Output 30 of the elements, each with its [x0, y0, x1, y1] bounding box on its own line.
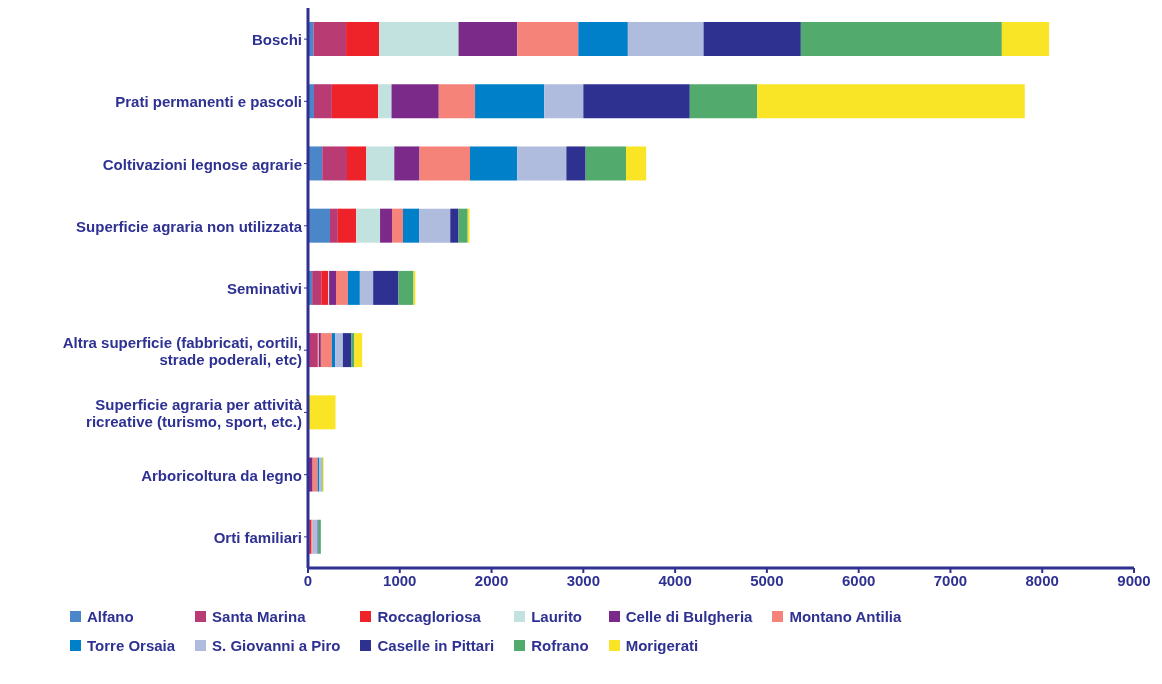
y-tick-label: Altra superficie (fabbricati, cortili, strade poderali, etc) [62, 333, 302, 368]
x-tick-label: 7000 [933, 571, 968, 589]
legend-label: Celle di Bulgheria [625, 608, 753, 625]
legend-label: Caselle in Pittari [377, 637, 495, 654]
y-tick-label: Superficie agraria per attività ricreative (turismo, sport, etc.) [86, 395, 303, 430]
x-tick-label: 8000 [1025, 571, 1059, 589]
x-tick-label: 0 [303, 571, 313, 589]
x-tick-label: 4000 [658, 571, 692, 589]
y-tick-label: Seminativi [226, 279, 302, 297]
legend-label: Montano Antilia [789, 608, 902, 625]
x-tick-label: 6000 [841, 571, 876, 589]
legend-label: Alfano [87, 608, 134, 625]
y-tick-label: Arboricoltura da legno [141, 466, 302, 484]
x-tick-label: 3000 [566, 571, 601, 589]
y-tick-label: Superficie agraria non utilizzata [76, 217, 303, 235]
legend-label: Roccagloriosa [377, 608, 481, 625]
legend-label: Laurito [531, 608, 583, 625]
legend-label: Morigerati [625, 637, 699, 654]
y-tick-label: Prati permanenti e pascoli [115, 92, 302, 110]
x-tick-label: 5000 [750, 571, 784, 589]
legend-label: Santa Marina [212, 608, 306, 625]
x-tick-label: 9000 [1117, 571, 1151, 589]
legend-label: Rofrano [531, 637, 589, 654]
x-tick-label: 1000 [383, 571, 417, 589]
legend-label: Torre Orsaia [87, 637, 176, 654]
y-tick-label: Orti familiari [213, 528, 302, 546]
y-tick-label: Coltivazioni legnose agrarie [102, 155, 302, 173]
x-tick-label: 2000 [474, 571, 509, 589]
legend-label: S. Giovanni a Piro [212, 637, 341, 654]
y-tick-label: Boschi [251, 30, 302, 48]
